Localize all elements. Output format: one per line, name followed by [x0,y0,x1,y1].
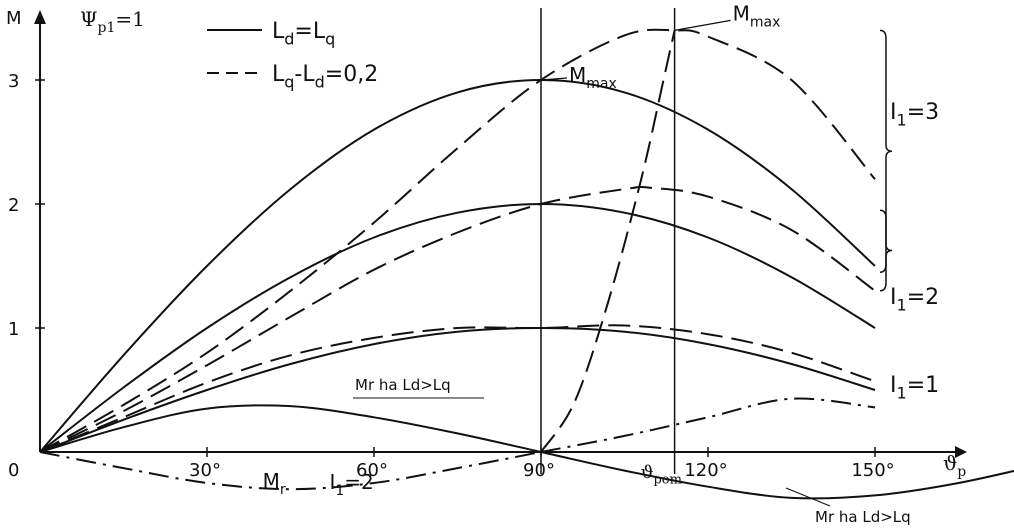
series-line-3 [39,326,876,453]
y-tick-label: 1 [8,319,19,340]
annotation-leader [785,487,831,507]
y-tick-label: 3 [8,71,19,92]
series-line-2 [39,202,876,453]
y-tick-label: 2 [8,195,19,216]
theta-pom-label: ϑpom [641,462,682,487]
i1-2-label: I1=2 [329,470,373,499]
y-axis-label: M [6,8,22,29]
series-line-7 [39,324,876,453]
x-axis-label: ϑp [943,451,966,480]
mmax-label: Mmax [733,1,781,30]
annotations-group: Ψp1=1 Ld=Lq Lq-Ld=0,2 Mmax Mmax ϑpom I1=3 I1=2 I… [80,1,939,526]
axes: 0 30° 60° 90° 120° 150° 1 2 3 Mϑp [6,8,967,481]
series-line-1 [39,78,876,453]
series-group [39,28,1014,500]
current-label: I1=2 [890,285,939,315]
series-line-9 [39,451,542,491]
mmax-leader [540,77,568,81]
x-tick-label: 120° [684,460,727,481]
x-tick-label: 30° [189,460,221,481]
mmax-label: Mmax [569,63,617,92]
annotation-mr-upper: Mr ha Ld>Lq [355,376,451,394]
corner-label: Ψp1=1 [80,7,145,36]
series-line-6 [39,185,876,453]
x-tick-label: 60° [356,460,388,481]
y-axis-arrow [34,10,46,24]
x-tick-label: 0 [8,460,19,481]
annotation-mr-lower: Mr ha Ld>Lq [815,508,911,526]
legend-label: Ld=Lq [272,19,335,49]
mr-label: Mr [263,469,286,498]
legend-label: Lq-Ld=0,2 [272,62,378,92]
current-brace [879,209,893,292]
series-line-8 [540,30,676,453]
x-axis-arrow [955,446,967,458]
current-label: I1=1 [890,373,939,403]
current-label: I1=3 [890,100,939,130]
series-line-10 [540,397,876,453]
mmax-leader [674,19,731,32]
x-tick-label: 150° [851,460,894,481]
x-tick-label: 90° [523,460,555,481]
series-line-5 [39,28,876,453]
